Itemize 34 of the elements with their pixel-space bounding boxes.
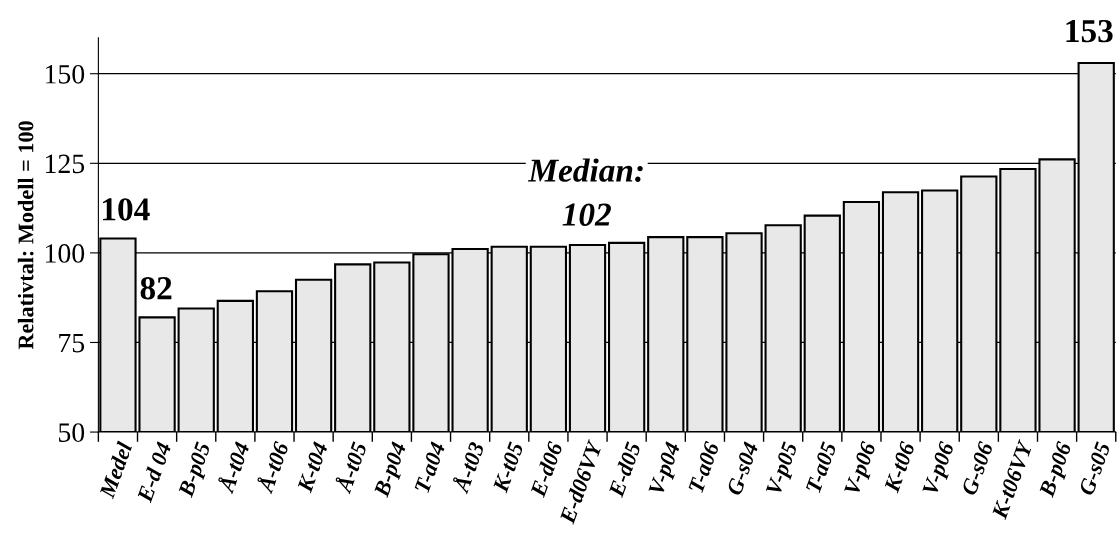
x-tick-label: B-p04: [373, 441, 411, 500]
y-tick-label: 125: [45, 154, 85, 174]
x-tick-label: Å-t04: [215, 440, 250, 495]
x-tick-label: V-p06: [922, 440, 959, 498]
data-label: 82: [140, 277, 172, 300]
annotation: Median: 102: [527, 158, 643, 226]
x-tick-label: G-s05: [1078, 441, 1111, 497]
x-tick-label: T-a06: [688, 440, 720, 494]
data-label: 153: [1066, 19, 1113, 43]
data-label: 104: [103, 198, 150, 221]
x-tick-label: V-p04: [648, 441, 685, 498]
x-tick-label: Å-t03: [449, 440, 485, 495]
x-tick-label: K-t04: [296, 441, 329, 494]
y-tick-label: 150: [45, 64, 85, 84]
x-tick-label: T-a04: [414, 441, 446, 494]
x-tick-label: G-s04: [726, 441, 759, 497]
y-tick-label: 100: [45, 244, 85, 263]
y-tick-label: 75: [59, 333, 85, 353]
x-tick-label: V-p06: [843, 440, 881, 498]
x-tick-label: B-p05: [177, 441, 215, 500]
x-tick-label: G-s06: [961, 440, 994, 497]
x-tick-label: Å-t05: [332, 440, 368, 495]
x-tick-label: K-t06: [883, 440, 916, 494]
x-tick-label: E-d 04: [136, 441, 172, 504]
y-tick-label: 50: [59, 423, 85, 442]
x-tick-label: E-d05: [607, 440, 642, 499]
y-axis-title: Relativtal: Modell = 100: [17, 121, 34, 350]
x-tick-label: B-p06: [1038, 440, 1077, 500]
x-tick-label: Medel: [98, 440, 133, 500]
x-tick-label: E-d06: [529, 440, 564, 499]
x-tick-label: T-a05: [805, 441, 837, 494]
x-tick-label: Å-t06: [254, 439, 290, 495]
x-tick-label: V-p05: [765, 441, 802, 498]
x-tick-label: K-t05: [492, 441, 524, 494]
